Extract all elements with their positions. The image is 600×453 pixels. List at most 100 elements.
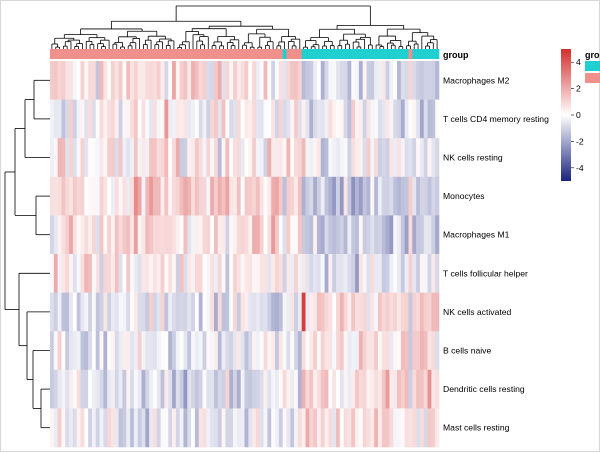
heatmap-cell — [309, 61, 314, 100]
annotation-cell — [328, 49, 333, 59]
heatmap-cell — [91, 99, 97, 139]
heatmap-cell — [252, 408, 257, 448]
heatmap-cell — [419, 99, 425, 139]
heatmap-cell — [366, 292, 371, 332]
heatmap-cell — [72, 254, 77, 293]
annotation-cell — [362, 49, 367, 59]
heatmap-cell — [435, 254, 440, 293]
heatmap-cell — [397, 369, 402, 409]
heatmap-cell — [141, 99, 146, 139]
annotation-cell — [194, 49, 200, 59]
heatmap-cell — [297, 254, 303, 293]
heatmap-cell — [111, 254, 116, 293]
heatmap-cell — [294, 61, 299, 100]
heatmap-cell — [347, 369, 352, 409]
heatmap-cell — [168, 61, 173, 100]
heatmap-cell — [385, 99, 390, 139]
heatmap-cell — [175, 215, 180, 255]
heatmap-cell — [118, 176, 123, 216]
heatmap-cell — [69, 215, 74, 255]
heatmap-cell — [221, 254, 226, 293]
heatmap-cell — [137, 138, 142, 178]
heatmap-cell — [126, 254, 131, 293]
heatmap-cell — [419, 176, 425, 216]
heatmap-cell — [88, 292, 93, 332]
heatmap-cell — [50, 99, 55, 139]
heatmap-cell — [244, 138, 249, 178]
heatmap-cell — [191, 61, 196, 100]
heatmap-cell — [313, 176, 318, 216]
heatmap-cell — [175, 408, 180, 448]
heatmap-cell — [175, 292, 180, 332]
heatmap-cell — [114, 331, 119, 371]
heatmap-cell — [183, 61, 188, 100]
heatmap-cell — [374, 99, 379, 139]
heatmap-cell — [374, 215, 379, 255]
annotation-cell — [217, 49, 222, 59]
annotation-cell — [61, 49, 66, 59]
heatmap-cell — [114, 215, 119, 255]
annotation-cell — [225, 49, 230, 59]
heatmap-cell — [80, 176, 85, 216]
heatmap-cell — [248, 176, 253, 216]
heatmap-cell — [107, 138, 112, 178]
heatmap-cell — [57, 138, 62, 178]
heatmap-cell — [210, 369, 215, 409]
heatmap-cell — [248, 215, 253, 255]
annotation-cell — [88, 49, 93, 59]
heatmap-cell — [240, 254, 245, 293]
heatmap-cell — [259, 176, 264, 216]
annotation-cell — [290, 49, 295, 59]
heatmap-cell — [137, 254, 142, 293]
heatmap-cell — [381, 61, 386, 100]
heatmap-cell — [324, 369, 329, 409]
heatmap-cell — [397, 331, 402, 371]
heatmap-cell — [427, 254, 432, 293]
heatmap-cell — [305, 215, 310, 255]
heatmap-cell — [412, 176, 417, 216]
heatmap-cell — [145, 61, 150, 100]
heatmap-cell — [149, 215, 154, 255]
heatmap-cell — [393, 369, 398, 409]
heatmap-cell — [57, 292, 62, 332]
heatmap-cell — [423, 99, 428, 139]
heatmap-cell — [198, 331, 203, 371]
heatmap-cell — [404, 138, 409, 178]
annotation-cell — [389, 49, 394, 59]
heatmap-cell — [57, 176, 62, 216]
heatmap-cell — [324, 408, 329, 448]
heatmap-cell — [179, 99, 184, 139]
heatmap-cell — [240, 99, 245, 139]
heatmap-cell — [160, 331, 165, 371]
heatmap-cell — [164, 254, 169, 293]
heatmap-cell — [213, 215, 219, 255]
heatmap-cell — [263, 331, 268, 371]
heatmap-cell — [172, 138, 177, 178]
heatmap-cell — [423, 176, 428, 216]
heatmap-cell — [366, 408, 371, 448]
heatmap-cell — [183, 215, 188, 255]
heatmap-cell — [172, 408, 177, 448]
annotation-cell — [91, 49, 97, 59]
heatmap-cell — [423, 254, 428, 293]
heatmap-cell — [316, 215, 322, 255]
heatmap-cell — [309, 331, 314, 371]
heatmap-cell — [225, 61, 230, 100]
heatmap-cell — [297, 138, 303, 178]
heatmap-cell — [248, 369, 253, 409]
heatmap-cell — [111, 408, 116, 448]
heatmap-cell — [122, 254, 127, 293]
annotation-cell — [107, 49, 112, 59]
heatmap-cell — [88, 369, 93, 409]
heatmap-cell — [336, 138, 341, 178]
heatmap-cell — [427, 331, 432, 371]
heatmap-cell — [194, 99, 200, 139]
heatmap-cell — [263, 369, 268, 409]
heatmap-cell — [160, 215, 165, 255]
heatmap-cell — [332, 99, 337, 139]
heatmap-cell — [385, 61, 390, 100]
heatmap-cell — [221, 61, 226, 100]
heatmap-cell — [179, 138, 184, 178]
heatmap-cell — [275, 331, 280, 371]
heatmap-cell — [61, 61, 66, 100]
